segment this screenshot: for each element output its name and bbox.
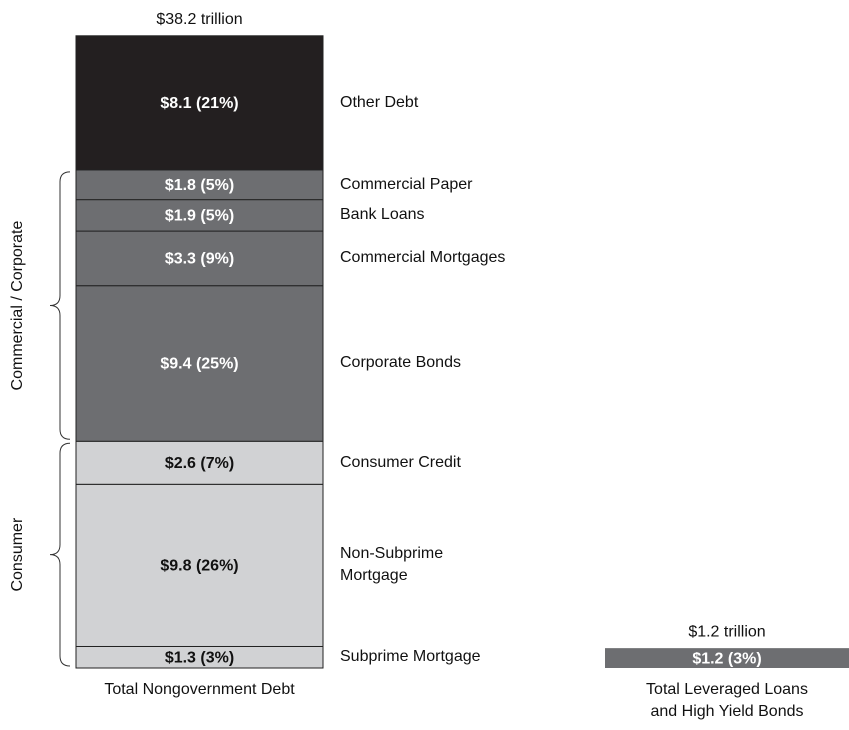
group-bracket <box>49 171 71 440</box>
value-label: $8.1 (21%) <box>160 95 238 112</box>
segment-label: Consumer Credit <box>340 453 461 471</box>
category-label: Total Nongovernment Debt <box>104 681 295 698</box>
segment-label: Commercial Paper <box>340 175 473 193</box>
value-label: $1.9 (5%) <box>165 208 234 225</box>
group-label: Consumer <box>9 517 26 591</box>
value-label: $1.3 (3%) <box>165 649 234 666</box>
segment-label: Commercial Mortgages <box>340 249 506 267</box>
bar-segment <box>75 199 324 232</box>
value-label: $1.8 (5%) <box>165 177 234 194</box>
value-label: $9.4 (25%) <box>160 356 238 373</box>
total-label: $1.2 trillion <box>688 623 765 640</box>
value-label: $2.6 (7%) <box>165 455 234 472</box>
bar-segment <box>75 169 324 201</box>
group-bracket <box>49 442 71 667</box>
bar-segment <box>75 230 324 287</box>
bar-segment <box>75 440 324 485</box>
segment-label: Other Debt <box>340 93 419 111</box>
bar-segment <box>75 285 324 442</box>
segment-label: Bank Loans <box>340 206 425 224</box>
category-label: Total Leveraged Loans and High Yield Bon… <box>646 681 808 720</box>
bar-segment <box>75 35 324 171</box>
value-label: $9.8 (26%) <box>160 558 238 575</box>
segment-label: Subprime Mortgage <box>340 648 481 666</box>
value-label: $1.2 (3%) <box>692 650 761 667</box>
bar-segment <box>605 648 849 668</box>
group-label: Commercial / Corporate <box>9 221 26 391</box>
segment-label: Non-Subprime Mortgage <box>340 545 444 585</box>
bar-segment <box>75 483 324 647</box>
segment-label: Corporate Bonds <box>340 354 461 372</box>
total-label: $38.2 trillion <box>156 11 242 28</box>
value-label: $3.3 (9%) <box>165 251 234 268</box>
